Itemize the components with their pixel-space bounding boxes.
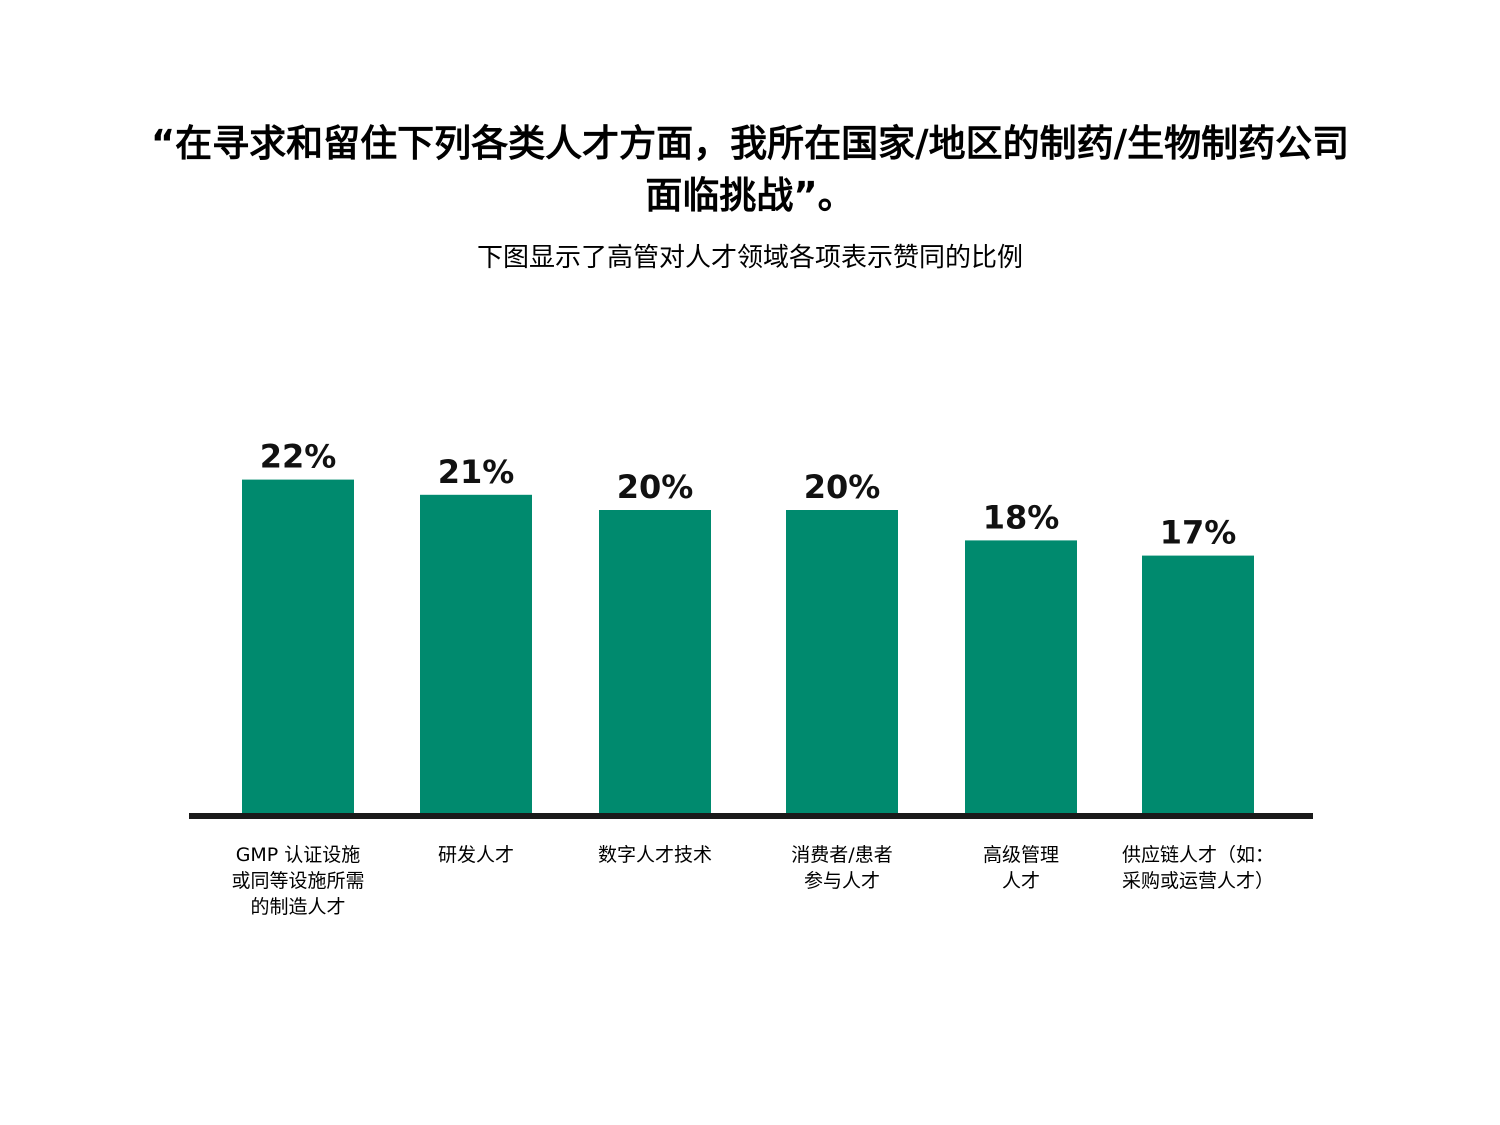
category-label-3: 数字人才技术 xyxy=(597,844,712,866)
value-label-4: 20% xyxy=(804,468,881,506)
value-labels-group: 22% 21% 20% 20% 18% 17% xyxy=(260,438,1237,552)
bar-5 xyxy=(965,540,1077,814)
category-label-1: GMP 认证设施 或同等设施所需 的制造人才 xyxy=(231,844,365,918)
category-label-6: 供应链人才（如： 采购或运营人才） xyxy=(1121,844,1274,892)
value-label-3: 20% xyxy=(617,468,694,506)
chart-title: “在寻求和留住下列各类人才方面，我所在国家/地区的制药/生物制药公司面临挑战”。 xyxy=(150,122,1350,217)
category-label-2: 研发人才 xyxy=(437,844,514,866)
category-label-4: 消费者/患者 参与人才 xyxy=(791,844,893,892)
chart-subtitle: 下图显示了高管对人才领域各项表示赞同的比例 xyxy=(476,243,1023,273)
value-label-2: 21% xyxy=(438,453,515,491)
value-label-6: 17% xyxy=(1160,514,1237,552)
value-label-5: 18% xyxy=(983,498,1060,536)
bar-1 xyxy=(242,479,354,814)
bar-6 xyxy=(1142,555,1254,814)
bar-3 xyxy=(599,510,711,814)
category-label-5: 高级管理 人才 xyxy=(982,844,1059,892)
bars-group xyxy=(242,479,1254,814)
value-label-1: 22% xyxy=(260,438,337,476)
bar-4 xyxy=(786,510,898,814)
bar-2 xyxy=(420,494,532,814)
